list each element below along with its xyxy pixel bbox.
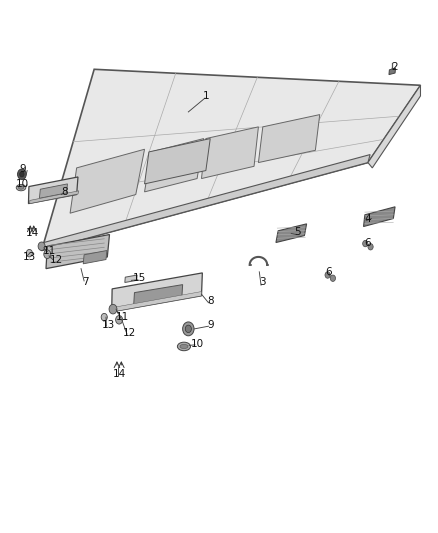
Polygon shape xyxy=(39,184,67,198)
Polygon shape xyxy=(70,149,145,213)
Polygon shape xyxy=(145,139,210,184)
Text: 4: 4 xyxy=(364,214,371,223)
Circle shape xyxy=(185,325,191,333)
Text: 13: 13 xyxy=(102,320,115,330)
Polygon shape xyxy=(113,292,201,312)
Text: 5: 5 xyxy=(294,227,301,237)
Polygon shape xyxy=(134,285,183,306)
Circle shape xyxy=(26,249,32,257)
Circle shape xyxy=(44,250,51,259)
Circle shape xyxy=(20,172,24,177)
Polygon shape xyxy=(258,115,320,163)
Ellipse shape xyxy=(18,186,24,189)
Polygon shape xyxy=(83,251,107,264)
Text: 14: 14 xyxy=(113,369,126,379)
Polygon shape xyxy=(30,191,79,204)
Polygon shape xyxy=(28,177,78,204)
Text: 12: 12 xyxy=(49,255,63,264)
Text: 7: 7 xyxy=(82,278,89,287)
Text: 9: 9 xyxy=(207,320,214,330)
Circle shape xyxy=(183,322,194,336)
Text: 9: 9 xyxy=(19,164,26,174)
Text: 14: 14 xyxy=(25,229,39,238)
Text: 8: 8 xyxy=(207,296,214,306)
Text: 15: 15 xyxy=(133,273,146,283)
Text: 13: 13 xyxy=(23,253,36,262)
Circle shape xyxy=(330,275,336,281)
Polygon shape xyxy=(201,127,258,179)
Polygon shape xyxy=(125,275,137,282)
Text: 12: 12 xyxy=(123,328,136,338)
Ellipse shape xyxy=(180,344,188,349)
Polygon shape xyxy=(368,85,420,168)
Ellipse shape xyxy=(177,342,191,351)
Polygon shape xyxy=(46,235,110,269)
Text: 2: 2 xyxy=(391,62,398,71)
Text: 10: 10 xyxy=(191,339,204,349)
Text: 3: 3 xyxy=(259,278,266,287)
Circle shape xyxy=(101,313,107,321)
Circle shape xyxy=(116,316,123,324)
Polygon shape xyxy=(42,69,420,251)
Text: 1: 1 xyxy=(202,91,209,101)
Text: 6: 6 xyxy=(325,267,332,277)
Polygon shape xyxy=(276,224,307,243)
Circle shape xyxy=(368,244,373,250)
Polygon shape xyxy=(364,207,395,227)
Text: 11: 11 xyxy=(42,246,56,255)
Text: 10: 10 xyxy=(16,179,29,189)
Circle shape xyxy=(363,240,368,247)
Text: 8: 8 xyxy=(61,187,68,197)
Ellipse shape xyxy=(16,184,26,191)
Polygon shape xyxy=(42,155,370,251)
Text: 11: 11 xyxy=(116,312,129,322)
Polygon shape xyxy=(112,273,202,312)
Circle shape xyxy=(38,242,45,251)
Circle shape xyxy=(109,304,117,314)
Polygon shape xyxy=(145,139,204,192)
Text: 6: 6 xyxy=(364,238,371,247)
Circle shape xyxy=(325,272,330,278)
Polygon shape xyxy=(389,68,396,75)
Circle shape xyxy=(18,169,26,180)
